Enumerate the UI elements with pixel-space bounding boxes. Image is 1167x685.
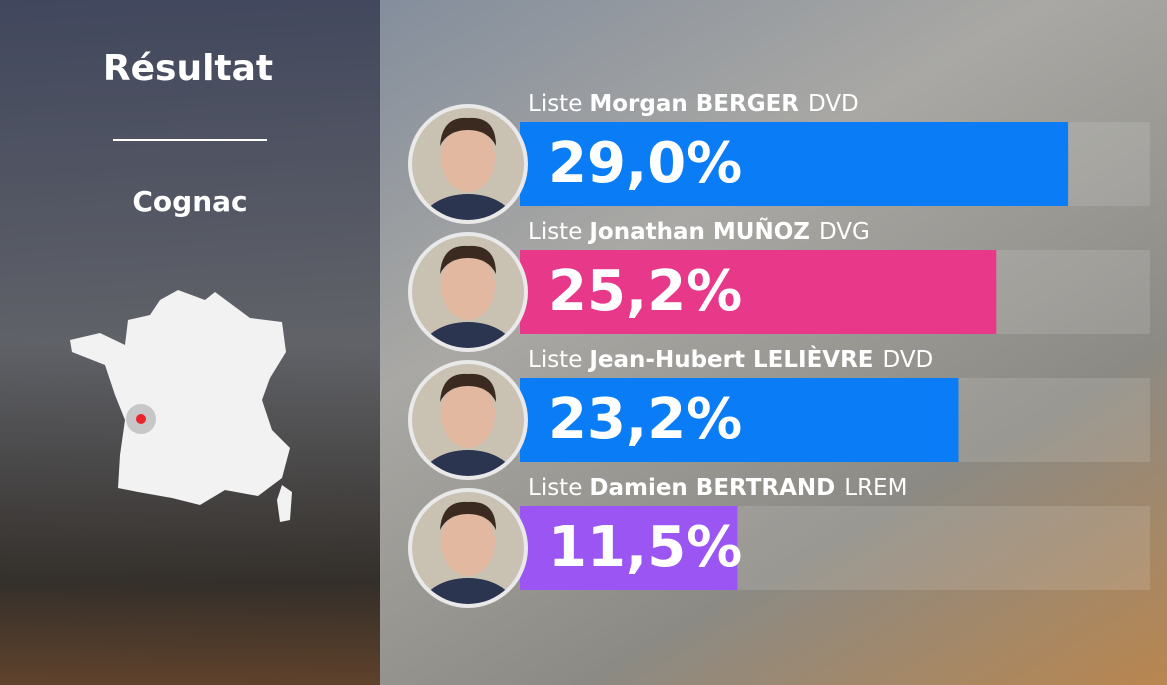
- candidate-name: Jean-Hubert LELIÈVRE: [587, 345, 873, 373]
- bar: [520, 250, 997, 334]
- list-prefix: Liste: [528, 219, 582, 245]
- list-prefix: Liste: [528, 91, 582, 117]
- photo-body: [420, 322, 516, 348]
- photo-body: [420, 578, 516, 604]
- candidate-name: Damien BERTRAND: [589, 475, 835, 501]
- avatar: [408, 104, 528, 224]
- chart-subtitle: Cognac: [132, 185, 247, 218]
- candidate-name: Morgan BERGER: [589, 91, 799, 117]
- avatar-photo: [412, 364, 524, 476]
- party: DVD: [883, 347, 934, 373]
- photo-face: [441, 252, 495, 320]
- value-label: 25,2%: [548, 259, 742, 324]
- candidate-name: Jonathan MUÑOZ: [587, 217, 810, 245]
- photo-hair: [440, 501, 496, 530]
- photo-face: [441, 508, 495, 576]
- value-label: 11,5%: [548, 515, 742, 580]
- value-label: 23,2%: [548, 387, 742, 452]
- candidate-label: Liste Jonathan MUÑOZ DVG: [528, 217, 870, 245]
- avatar-photo: [412, 108, 524, 220]
- candidate-label: Liste Jean-Hubert LELIÈVRE DVD: [528, 345, 933, 373]
- photo-hair: [440, 245, 496, 274]
- party: LREM: [844, 475, 907, 501]
- photo-hair: [440, 117, 496, 146]
- photo-hair: [440, 373, 496, 402]
- avatar: [408, 488, 528, 608]
- photo-face: [441, 380, 495, 448]
- bar: [520, 506, 738, 590]
- list-prefix: Liste: [528, 475, 582, 501]
- france-map: [70, 290, 292, 522]
- party: DVG: [819, 219, 870, 245]
- party: DVD: [808, 91, 859, 117]
- bar: [520, 378, 959, 462]
- avatar: [408, 360, 528, 480]
- photo-body: [420, 450, 516, 476]
- chart-title: Résultat: [103, 48, 273, 89]
- photo-body: [420, 194, 516, 220]
- avatar: [408, 232, 528, 352]
- candidate-label: Liste Damien BERTRAND LREM: [528, 475, 907, 501]
- list-prefix: Liste: [528, 347, 582, 373]
- avatar-photo: [412, 492, 524, 604]
- avatar-photo: [412, 236, 524, 348]
- bar: [520, 122, 1069, 206]
- photo-face: [441, 124, 495, 192]
- candidate-label: Liste Morgan BERGER DVD: [528, 91, 859, 117]
- value-label: 29,0%: [548, 131, 742, 196]
